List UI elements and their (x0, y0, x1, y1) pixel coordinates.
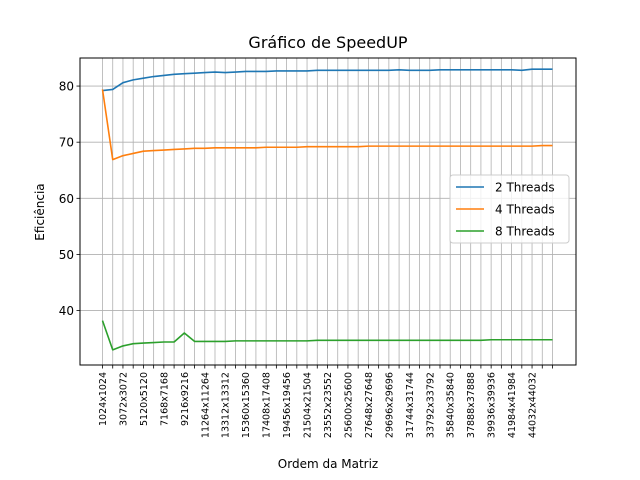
x-tick-label: 19456x19456 (282, 372, 293, 438)
x-axis-label: Ordem da Matriz (278, 457, 378, 471)
x-tick-label: 29696x29696 (384, 372, 395, 438)
x-tick-label: 1024x1024 (98, 372, 109, 426)
x-tick-label: 39936x39936 (487, 372, 498, 438)
legend-label: 8 Threads (495, 225, 555, 239)
x-tick-label: 27648x27648 (364, 372, 375, 438)
x-tick-label: 15360x15360 (241, 372, 252, 438)
plot-frame (79, 57, 577, 366)
x-tick-label: 7168x7168 (159, 372, 170, 426)
x-tick-label: 3072x3072 (118, 372, 129, 426)
x-tick-label: 31744x31744 (405, 372, 416, 438)
x-tick-label: 17408x17408 (262, 372, 273, 438)
x-tick-label: 25600x25600 (343, 372, 354, 438)
y-axis: 40 50 60 70 80 (59, 80, 80, 318)
x-tick-label: 41984x41984 (507, 372, 518, 438)
x-tick-label: 23552x23552 (323, 372, 334, 438)
legend: 2 Threads 4 Threads 8 Threads (449, 174, 570, 244)
legend-label: 4 Threads (495, 203, 555, 217)
legend-box (449, 174, 570, 244)
series-line-3 (101, 320, 553, 351)
y-axis-label: Eficiência (33, 183, 47, 240)
y-tick-label: 80 (59, 80, 74, 94)
chart-title: Gráfico de SpeedUP (248, 33, 407, 52)
series-layer (101, 68, 553, 351)
legend-label: 2 Threads (495, 181, 555, 195)
x-tick-label: 13312x13312 (221, 372, 232, 438)
y-tick-label: 50 (59, 248, 74, 262)
series-line-2 (101, 89, 553, 161)
y-tick-label: 40 (59, 304, 74, 318)
x-tick-label: 33792x33792 (425, 372, 436, 438)
x-axis: 1024x1024 3072x3072 5120x5120 7168x7168 9216… (98, 365, 553, 438)
x-tick-label: 37888x37888 (466, 372, 477, 438)
x-tick-label: 44032x44032 (528, 372, 539, 438)
x-tick-label: 21504x21504 (303, 372, 314, 438)
x-tick-label: 35840x35840 (446, 372, 457, 438)
x-tick-label: 9216x9216 (180, 372, 191, 426)
y-tick-label: 60 (59, 192, 74, 206)
y-tick-label: 70 (59, 136, 74, 150)
grid-lines (80, 58, 576, 365)
x-tick-label: 11264x11264 (200, 372, 211, 438)
x-tick-label: 5120x5120 (139, 372, 150, 426)
series-line-1 (102, 68, 553, 92)
